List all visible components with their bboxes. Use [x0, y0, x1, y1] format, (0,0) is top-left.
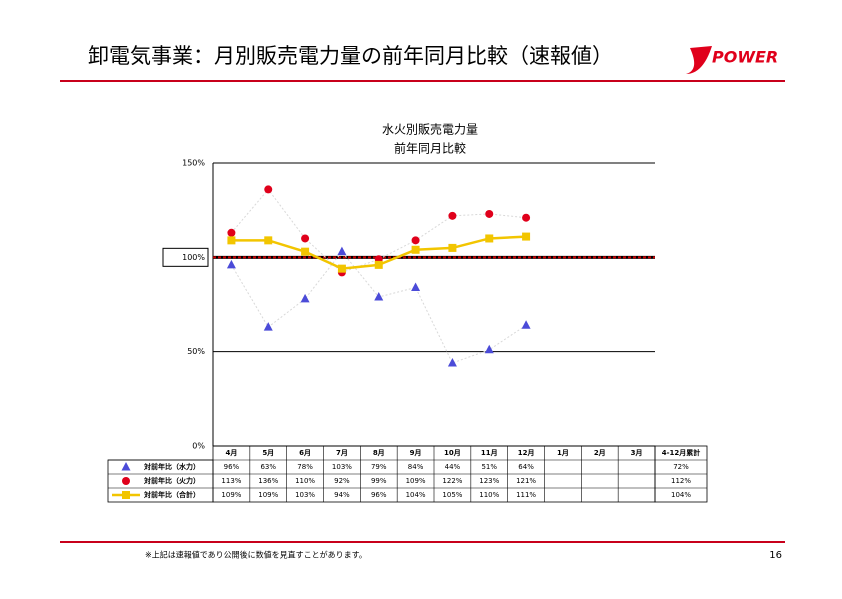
logo: POWER [712, 48, 778, 67]
x-tick-label: 3月 [631, 449, 643, 457]
marker [448, 243, 457, 252]
x-tick-label: 12月 [518, 449, 535, 457]
table-value: 92% [334, 477, 350, 485]
marker [484, 344, 494, 354]
marker [264, 185, 273, 194]
table-value: 105% [442, 491, 462, 499]
page-number: 16 [769, 550, 782, 561]
x-tick-label: 10月 [444, 449, 461, 457]
table-value: 64% [518, 463, 534, 471]
marker [374, 260, 383, 269]
y-tick-label: 150% [182, 159, 205, 168]
table-value: 109% [406, 477, 426, 485]
cumulative-value: 104% [671, 491, 691, 499]
x-tick-label: 6月 [299, 449, 311, 457]
x-tick-label: 5月 [262, 449, 274, 457]
table-value: 99% [371, 477, 387, 485]
table-value: 79% [371, 463, 387, 471]
marker [226, 259, 236, 269]
marker [411, 282, 421, 292]
x-tick-label: 2月 [594, 449, 606, 457]
x-tick-label: 4月 [225, 449, 237, 457]
table-value: 110% [295, 477, 315, 485]
table-value: 96% [371, 491, 387, 499]
x-tick-label: 11月 [481, 449, 498, 457]
table-value: 104% [406, 491, 426, 499]
table-value: 84% [408, 463, 424, 471]
slide-title: 卸電気事業：月別販売電力量の前年同月比較（速報値） [88, 44, 613, 68]
table-value: 94% [334, 491, 350, 499]
chart: 0% 50% 100% 150% 4月 5月 6月 7月 8月 9月 10月 11月 12月 1月 2月 3月… [107, 159, 708, 503]
logo-mark [686, 46, 712, 74]
table-value: 109% [258, 491, 278, 499]
table-value: 103% [295, 491, 315, 499]
legend-marker [122, 477, 130, 485]
x-tick-label: 8月 [373, 449, 385, 457]
marker [522, 232, 531, 241]
marker [485, 209, 494, 218]
table-value: 109% [221, 491, 241, 499]
table-value: 63% [260, 463, 276, 471]
legend-label: 対前年比（火力） [143, 476, 200, 485]
footnote: ※上記は速報値であり公開後に数値を見直すことがあります。 [145, 550, 367, 560]
x-tick-label: 7月 [336, 449, 348, 457]
marker [263, 322, 273, 331]
table-value: 44% [445, 463, 461, 471]
marker [227, 228, 236, 237]
y-tick-label: 100% [182, 253, 205, 262]
marker [337, 264, 346, 273]
legend-label: 対前年比（合計） [143, 490, 200, 499]
marker [485, 234, 494, 243]
table-value: 122% [442, 477, 462, 485]
marker [447, 357, 457, 367]
marker [300, 293, 310, 303]
marker [301, 247, 310, 256]
table-value: 103% [332, 463, 352, 471]
marker [411, 245, 420, 254]
legend-label: 対前年比（水力） [143, 462, 200, 471]
cumulative-header: 4-12月累計 [662, 448, 701, 457]
marker [521, 320, 531, 329]
table-value: 51% [481, 463, 497, 471]
marker [448, 211, 457, 220]
x-tick-label: 1月 [557, 449, 569, 457]
tick-box [162, 247, 209, 267]
marker [522, 213, 531, 222]
table-value: 78% [297, 463, 313, 471]
legend-marker [121, 462, 131, 471]
y-tick-label: 50% [187, 347, 205, 356]
table-value: 121% [516, 477, 536, 485]
table-value: 136% [258, 477, 278, 485]
top-rule [60, 80, 785, 82]
table-value: 110% [479, 491, 499, 499]
table-value: 113% [221, 477, 241, 485]
legend-marker [122, 491, 130, 499]
table-value: 96% [224, 463, 240, 471]
table-value: 111% [516, 491, 536, 499]
chart-title: 水火別販売電力量 [382, 122, 478, 137]
cumulative-value: 72% [673, 463, 689, 471]
marker [227, 236, 236, 245]
y-tick-label: 0% [192, 442, 205, 451]
table-value: 123% [479, 477, 499, 485]
marker [301, 234, 310, 243]
cumulative-value: 112% [671, 477, 691, 485]
marker [337, 246, 347, 256]
series-line [231, 188, 527, 273]
chart-subtitle: 前年同月比較 [394, 141, 466, 156]
x-tick-label: 9月 [410, 449, 422, 457]
marker [411, 236, 420, 245]
bottom-rule [60, 541, 785, 543]
marker [264, 236, 273, 245]
marker [374, 291, 384, 301]
